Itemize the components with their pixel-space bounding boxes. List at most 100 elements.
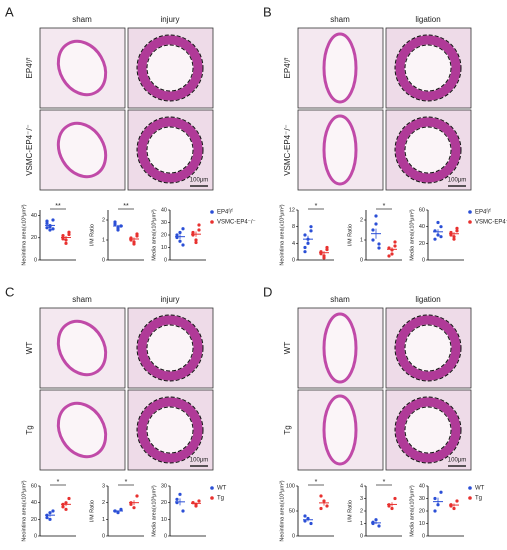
- panel-letter: D: [263, 284, 272, 299]
- row-label: EP4ᶠ/ᶠ: [25, 57, 34, 78]
- data-point: [175, 233, 179, 237]
- data-point: [309, 225, 313, 229]
- data-point: [45, 221, 49, 225]
- data-point: [132, 506, 136, 510]
- y-tick-label: 30: [161, 483, 167, 489]
- vessel-wall: [137, 397, 203, 463]
- outline: [136, 34, 204, 102]
- y-tick-label: 40: [419, 224, 425, 230]
- y-tick-label: 1: [360, 237, 363, 243]
- outline: [394, 396, 462, 464]
- y-tick-label: 20: [31, 517, 37, 523]
- outline: [146, 324, 194, 372]
- legend-label: WT: [475, 486, 485, 492]
- data-point: [387, 246, 391, 250]
- data-point: [67, 230, 71, 234]
- row-label: WT: [25, 342, 34, 355]
- data-point: [390, 252, 394, 256]
- legend-marker: [468, 486, 472, 490]
- outline: [394, 34, 462, 102]
- y-tick-label: 20: [419, 241, 425, 247]
- y-tick-label: 60: [419, 207, 425, 213]
- data-point: [455, 226, 459, 230]
- legend-label: EP4ᶠ/ᶠ: [217, 209, 233, 216]
- data-point: [374, 214, 378, 218]
- data-point: [303, 233, 307, 237]
- y-tick-label: 0: [292, 257, 295, 263]
- row-label: VSMC-EP4⁻/⁻: [25, 124, 34, 176]
- y-tick-label: 10: [161, 245, 167, 251]
- vessel-wall: [137, 315, 203, 381]
- y-tick-label: 0: [164, 257, 167, 263]
- data-point: [64, 238, 68, 242]
- y-tick-label: 20: [161, 232, 167, 238]
- data-point: [129, 502, 133, 506]
- data-point: [377, 242, 381, 246]
- y-axis-label: Media area(x10³μm²): [151, 485, 157, 537]
- y-tick-label: 40: [31, 500, 37, 506]
- outline: [394, 116, 462, 184]
- data-point: [175, 497, 179, 501]
- legend-marker: [210, 220, 214, 224]
- column-label: sham: [330, 295, 350, 304]
- data-point: [387, 504, 391, 508]
- data-point: [197, 223, 201, 227]
- data-point: [194, 238, 198, 242]
- legend-marker: [468, 496, 472, 500]
- column-label: sham: [72, 295, 92, 304]
- data-point: [113, 220, 117, 224]
- legend-marker: [210, 486, 214, 490]
- panel-letter: C: [5, 284, 14, 299]
- vessel-wall: [137, 117, 203, 183]
- scale-label: 100μm: [448, 458, 466, 464]
- data-point: [452, 506, 456, 511]
- data-point: [309, 229, 313, 233]
- y-tick-label: 0: [422, 533, 425, 539]
- data-point: [51, 218, 55, 222]
- y-tick-label: 4: [292, 241, 295, 247]
- vessel-wall: [395, 315, 461, 381]
- y-axis-label: I/M Ratio: [347, 500, 353, 522]
- row-label: Tg: [25, 425, 34, 434]
- y-axis-label: Neointima area(x10³μm²): [21, 204, 27, 265]
- outline: [136, 396, 204, 464]
- legend-marker: [210, 496, 214, 500]
- y-tick-label: 10: [419, 521, 425, 527]
- data-point: [374, 222, 378, 226]
- data-point: [439, 490, 443, 494]
- legend-label: EP4ᶠ/ᶠ: [475, 209, 491, 216]
- data-point: [325, 247, 329, 252]
- outline: [146, 44, 194, 92]
- legend-marker: [468, 210, 472, 214]
- y-tick-label: 0: [102, 533, 105, 539]
- y-axis-label: Neointima area(x10³μm²): [279, 480, 285, 541]
- column-label: injury: [160, 15, 179, 24]
- y-axis-label: Media area(x10³μm²): [409, 209, 415, 261]
- row-label: EP4ᶠ/ᶠ: [283, 57, 292, 78]
- data-point: [439, 225, 443, 229]
- vessel: [56, 121, 108, 179]
- y-tick-label: 8: [292, 224, 295, 230]
- vessel-wall: [395, 35, 461, 101]
- y-tick-label: 20: [161, 500, 167, 506]
- data-point: [194, 240, 198, 245]
- data-point: [371, 228, 375, 232]
- data-point: [61, 237, 65, 241]
- y-tick-label: 2: [102, 217, 105, 223]
- y-tick-label: 2: [360, 217, 363, 223]
- data-point: [45, 226, 49, 230]
- data-point: [197, 499, 201, 503]
- data-point: [393, 496, 397, 501]
- data-point: [303, 250, 307, 254]
- y-tick-label: 0: [360, 257, 363, 263]
- data-point: [319, 506, 323, 511]
- data-point: [64, 507, 68, 511]
- vessel-wall: [395, 117, 461, 183]
- data-point: [371, 238, 375, 242]
- y-tick-label: 0: [422, 257, 425, 263]
- y-tick-label: 30: [161, 220, 167, 226]
- data-point: [116, 511, 120, 515]
- y-tick-label: 40: [31, 213, 37, 219]
- data-point: [439, 235, 443, 239]
- panel-letter: A: [5, 4, 14, 19]
